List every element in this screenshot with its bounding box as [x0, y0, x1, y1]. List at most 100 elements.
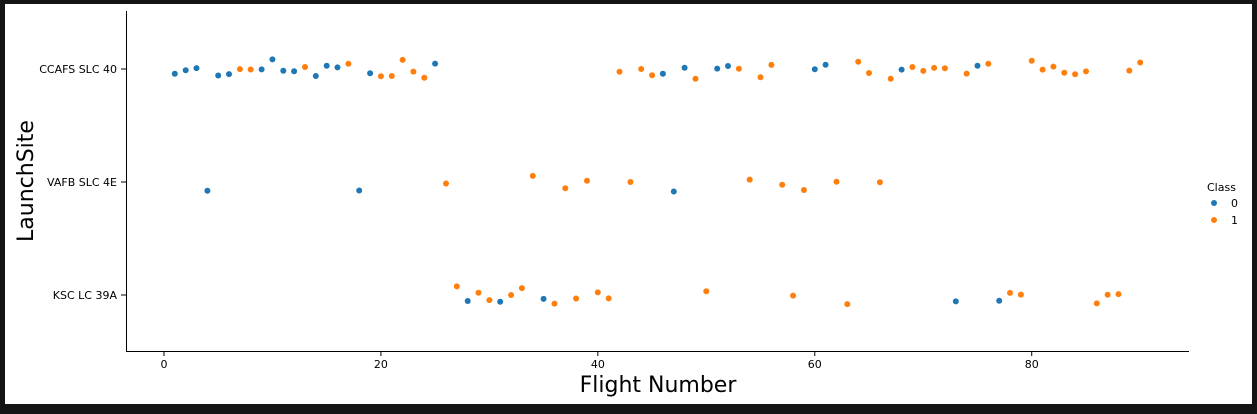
- data-point-class-1-flight-74: [963, 70, 970, 77]
- data-point-class-0-flight-25: [432, 60, 439, 67]
- data-point-class-0-flight-46: [659, 70, 666, 77]
- data-point-class-1-flight-80: [1028, 57, 1035, 64]
- data-point-class-1-flight-17: [345, 60, 352, 67]
- data-point-class-0-flight-51: [714, 65, 721, 72]
- legend-label-1: 1: [1231, 214, 1238, 227]
- data-point-class-1-flight-57: [779, 181, 786, 188]
- data-point-class-1-flight-7: [236, 66, 243, 73]
- data-point-class-1-flight-78: [1007, 289, 1013, 296]
- y-tick-label-vafb-slc-4e: VAFB SLC 4E: [47, 176, 117, 189]
- data-point-class-0-flight-18: [356, 187, 363, 194]
- axes: [126, 11, 1189, 352]
- legend-marker-1: [1211, 217, 1217, 223]
- data-point-class-1-flight-65: [866, 70, 872, 76]
- data-point-class-1-flight-37: [562, 185, 569, 192]
- data-point-class-1-flight-84: [1072, 71, 1079, 78]
- data-point-class-1-flight-76: [985, 60, 992, 67]
- data-point-class-1-flight-87: [1104, 291, 1111, 298]
- data-point-class-0-flight-6: [226, 71, 232, 78]
- y-axis-title: LaunchSite: [14, 120, 39, 242]
- x-axis-title: Flight Number: [580, 373, 738, 398]
- data-point-class-1-flight-90: [1137, 59, 1144, 66]
- data-point-class-1-flight-21: [388, 73, 395, 79]
- data-point-class-1-flight-85: [1083, 68, 1089, 75]
- data-point-class-1-flight-72: [941, 65, 948, 72]
- data-point-class-1-flight-82: [1050, 63, 1057, 70]
- data-point-class-0-flight-60: [811, 66, 818, 73]
- y-tick-label-ksc-lc-39a: KSC LC 39A: [53, 289, 118, 302]
- data-point-class-0-flight-61: [822, 61, 829, 68]
- data-point-class-0-flight-11: [280, 67, 287, 74]
- data-point-class-0-flight-73: [952, 298, 959, 305]
- data-point-class-1-flight-89: [1126, 67, 1133, 74]
- data-point-class-1-flight-29: [475, 289, 482, 296]
- data-point-class-1-flight-30: [486, 297, 493, 304]
- data-point-class-1-flight-40: [594, 289, 601, 296]
- data-point-class-1-flight-41: [605, 295, 612, 302]
- data-point-class-0-flight-31: [497, 298, 504, 305]
- data-point-class-0-flight-1: [171, 70, 178, 77]
- data-point-class-0-flight-28: [464, 298, 471, 304]
- data-point-class-1-flight-53: [735, 65, 742, 72]
- data-point-class-1-flight-45: [649, 72, 656, 79]
- data-point-class-1-flight-69: [909, 64, 916, 70]
- data-point-class-0-flight-48: [681, 64, 688, 71]
- data-point-class-0-flight-3: [193, 65, 200, 72]
- data-point-class-1-flight-58: [790, 292, 797, 299]
- data-point-class-1-flight-59: [800, 187, 807, 193]
- legend-title: Class: [1207, 181, 1236, 194]
- data-point-class-1-flight-63: [844, 301, 851, 308]
- data-point-class-1-flight-49: [692, 75, 699, 82]
- data-point-class-0-flight-12: [291, 68, 298, 75]
- data-point-class-1-flight-23: [410, 68, 417, 75]
- x-tick-label-80: 80: [1025, 358, 1039, 371]
- legend-marker-0: [1211, 200, 1217, 206]
- data-point-class-1-flight-55: [757, 74, 764, 81]
- y-tick-label-ccafs-slc-40: CCAFS SLC 40: [39, 63, 117, 76]
- data-point-class-1-flight-70: [920, 67, 927, 74]
- data-point-class-1-flight-64: [855, 58, 862, 65]
- data-point-class-0-flight-47: [670, 188, 677, 195]
- data-point-class-1-flight-86: [1093, 300, 1100, 307]
- data-point-class-1-flight-20: [377, 73, 384, 80]
- data-point-class-0-flight-10: [269, 56, 276, 63]
- x-tick-label-0: 0: [160, 358, 167, 371]
- data-point-class-0-flight-14: [312, 73, 319, 79]
- y-ticks: CCAFS SLC 40 VAFB SLC 4E KSC LC 39A: [39, 63, 126, 302]
- chart-canvas: 0 20 40 60 80 CCAFS SLC 40 VAFB SLC 4E KSC LC …: [5, 4, 1252, 404]
- data-point-class-1-flight-36: [551, 300, 558, 307]
- legend-label-0: 0: [1231, 197, 1238, 210]
- data-point-class-1-flight-83: [1061, 69, 1068, 76]
- data-point-class-1-flight-34: [529, 172, 536, 179]
- data-point-class-1-flight-50: [703, 288, 710, 295]
- x-tick-label-20: 20: [374, 358, 388, 371]
- data-point-class-1-flight-67: [887, 75, 894, 82]
- data-point-class-1-flight-22: [399, 56, 406, 63]
- data-point-class-1-flight-71: [931, 64, 938, 71]
- data-points: [171, 56, 1144, 308]
- data-point-class-0-flight-35: [540, 295, 547, 302]
- data-point-class-1-flight-56: [768, 61, 775, 68]
- x-ticks: 0 20 40 60 80: [160, 351, 1039, 371]
- data-point-class-1-flight-54: [746, 176, 753, 183]
- data-point-class-1-flight-13: [302, 64, 308, 70]
- data-point-class-0-flight-19: [367, 70, 374, 77]
- data-point-class-0-flight-68: [898, 66, 905, 73]
- data-point-class-1-flight-81: [1039, 66, 1046, 73]
- data-point-class-0-flight-75: [974, 62, 981, 69]
- data-point-class-1-flight-88: [1115, 291, 1122, 298]
- data-point-class-1-flight-62: [833, 178, 840, 185]
- data-point-class-1-flight-38: [573, 295, 580, 302]
- x-tick-label-60: 60: [808, 358, 822, 371]
- data-point-class-1-flight-32: [508, 292, 515, 298]
- data-point-class-0-flight-2: [182, 67, 189, 74]
- data-point-class-0-flight-5: [215, 72, 222, 79]
- data-point-class-1-flight-8: [247, 66, 254, 73]
- data-point-class-0-flight-16: [334, 64, 341, 71]
- data-point-class-1-flight-24: [421, 74, 428, 81]
- data-point-class-0-flight-52: [725, 63, 731, 69]
- data-point-class-1-flight-43: [627, 179, 634, 185]
- data-point-class-1-flight-66: [876, 179, 883, 186]
- legend: Class 0 1: [1207, 181, 1238, 227]
- data-point-class-1-flight-44: [638, 66, 645, 72]
